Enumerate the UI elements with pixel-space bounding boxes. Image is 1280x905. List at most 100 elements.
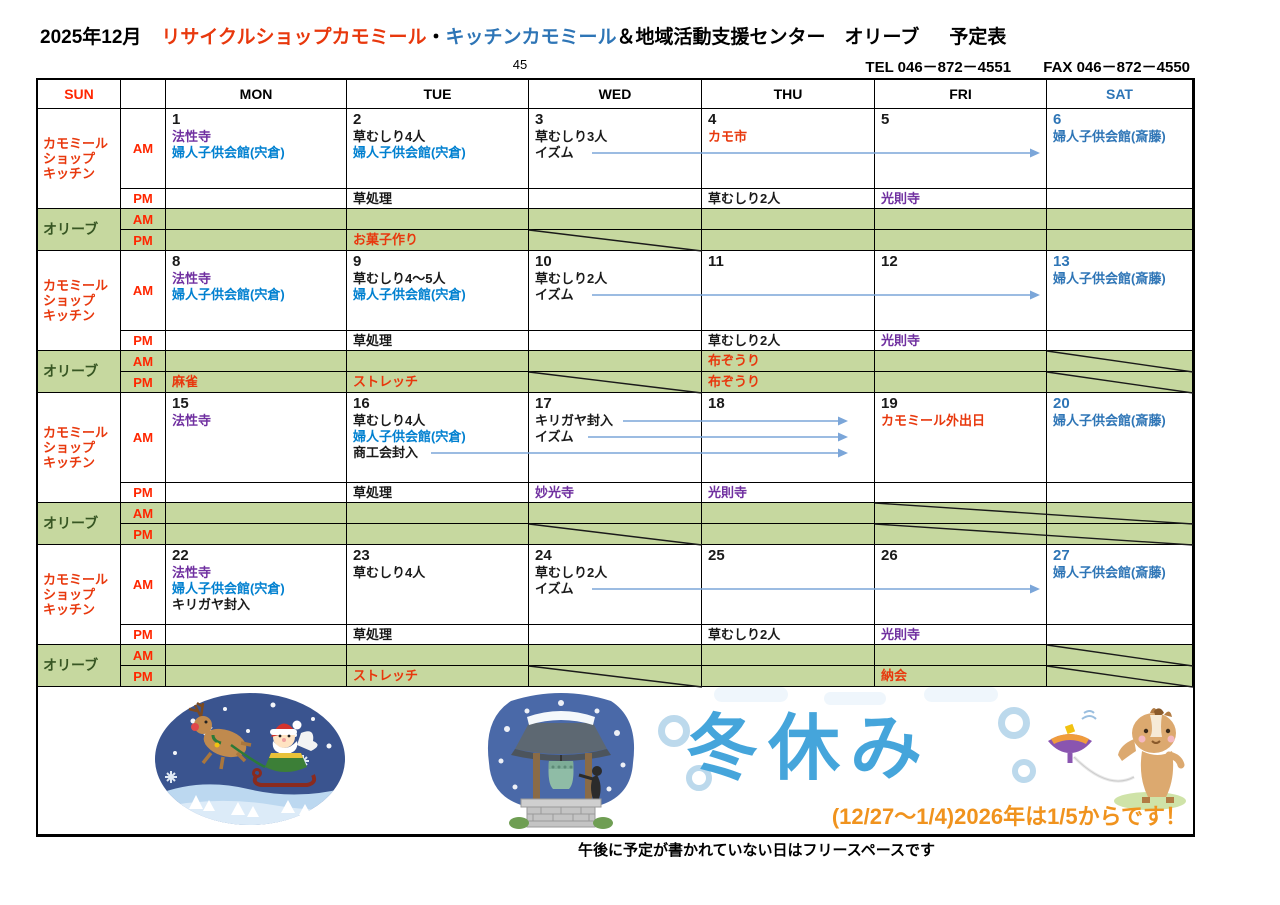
day-cell-am: 17 キリガヤ封入 イズム [529, 393, 702, 483]
temple-bell-illustration [481, 693, 641, 834]
weekday-header-mon: MON [166, 80, 347, 109]
day-cell-olive-pm [1047, 666, 1193, 687]
schedule-entry: 婦人子供会館(斎藤) [1053, 565, 1166, 580]
schedule-entry: 婦人子供会館(斎藤) [1053, 129, 1166, 144]
day-cell-olive-am [347, 645, 529, 666]
schedule-entry: 法性寺 [172, 413, 212, 428]
schedule-entry: イズム [535, 581, 574, 596]
day-cell-olive-am [166, 351, 347, 372]
period-label-am: AM [121, 109, 166, 189]
day-number: 11 [708, 253, 724, 270]
day-cell-am: 5 [875, 109, 1047, 189]
day-cell-am: 3 草むしり3人 イズム [529, 109, 702, 189]
day-cell-olive-pm: ストレッチ [347, 372, 529, 393]
day-cell-am: 23 草むしり4人 [347, 545, 529, 625]
day-number: 16 [353, 395, 370, 412]
period-label-pm: PM [121, 189, 166, 209]
schedule-entry: ストレッチ [353, 668, 419, 683]
day-number: 17 [535, 395, 552, 412]
schedule-entry: イズム [535, 287, 574, 302]
fax-number: FAX 046－872－4550 [1043, 59, 1190, 76]
schedule-entry: 法性寺 [172, 271, 212, 286]
day-cell-olive-pm [875, 372, 1047, 393]
day-cell-am: 26 [875, 545, 1047, 625]
day-cell-pm: 光則寺 [875, 625, 1047, 645]
day-cell-pm: 草むしり2人 [702, 331, 875, 351]
weekday-header-tue: TUE [347, 80, 529, 109]
day-cell-pm: 草むしり2人 [702, 625, 875, 645]
weekday-header-sat: SAT [1047, 80, 1193, 109]
day-number: 22 [172, 547, 189, 564]
day-cell-olive-am [347, 209, 529, 230]
day-cell-pm [1047, 625, 1193, 645]
period-label-olive-pm: PM [121, 666, 166, 687]
day-cell-olive-pm [1047, 372, 1193, 393]
day-number: 3 [535, 111, 544, 128]
spinning-top-and-horse-illustration [1038, 699, 1190, 816]
day-cell-am: 13 婦人子供会館(斎藤) [1047, 251, 1193, 331]
day-cell-olive-am [702, 503, 875, 524]
page-number: 45 [512, 57, 528, 72]
period-label-olive-pm: PM [121, 524, 166, 545]
schedule-entry: 草むしり4～5人 [353, 271, 446, 286]
day-cell-am: 6 婦人子供会館(斎藤) [1047, 109, 1193, 189]
row-group-label-chamomile: カモミール ショップ キッチン [38, 393, 121, 503]
santa-sleigh-illustration [153, 691, 348, 834]
row-group-label-olive: オリーブ [38, 645, 121, 687]
schedule-entry: 光則寺 [881, 333, 921, 348]
schedule-entry: 草むしり2人 [708, 333, 781, 348]
schedule-entry: カモ市 [708, 129, 748, 144]
row-group-label-olive: オリーブ [38, 209, 121, 251]
day-cell-olive-am [166, 645, 347, 666]
title-dot: ・ [426, 27, 446, 48]
schedule-entry: キリガヤ封入 [172, 597, 251, 612]
day-cell-pm: 光則寺 [875, 331, 1047, 351]
day-cell-pm [875, 483, 1047, 503]
day-cell-pm [166, 189, 347, 209]
schedule-entry: 婦人子供会館(宍倉) [353, 287, 466, 302]
day-cell-olive-am [702, 209, 875, 230]
day-cell-olive-pm [702, 666, 875, 687]
day-number: 2 [353, 111, 362, 128]
day-cell-olive-pm [166, 524, 347, 545]
day-cell-olive-am [529, 209, 702, 230]
day-cell-olive-am [1047, 503, 1193, 524]
day-cell-pm [1047, 331, 1193, 351]
day-cell-pm [1047, 483, 1193, 503]
day-cell-olive-pm [166, 666, 347, 687]
schedule-entry: 草むしり3人 [535, 129, 608, 144]
day-number: 9 [353, 253, 362, 270]
day-cell-am: 27 婦人子供会館(斎藤) [1047, 545, 1193, 625]
period-label-olive-pm: PM [121, 372, 166, 393]
day-cell-olive-pm: 納会 [875, 666, 1047, 687]
day-number: 6 [1053, 111, 1062, 128]
weekday-header-period [121, 80, 166, 109]
schedule-entry: 婦人子供会館(宍倉) [172, 581, 285, 596]
day-cell-olive-am [347, 351, 529, 372]
day-cell-am: 18 [702, 393, 875, 483]
day-cell-olive-am [1047, 645, 1193, 666]
schedule-entry: キリガヤ封入 [535, 413, 614, 428]
weekday-header-wed: WED [529, 80, 702, 109]
day-cell-olive-am [347, 503, 529, 524]
day-cell-pm [529, 625, 702, 645]
day-number: 12 [881, 253, 898, 270]
schedule-entry: 光則寺 [881, 627, 921, 642]
schedule-entry: 草処理 [353, 191, 393, 206]
row-group-label-chamomile: カモミール ショップ キッチン [38, 251, 121, 351]
day-cell-olive-am [166, 209, 347, 230]
day-cell-olive-pm [529, 230, 702, 251]
schedule-entry: 草処理 [353, 485, 393, 500]
schedule-entry: 草むしり4人 [353, 565, 426, 580]
schedule-entry: 法性寺 [172, 129, 212, 144]
day-cell-am: 19 カモミール外出日 [875, 393, 1047, 483]
day-cell-olive-pm [702, 524, 875, 545]
day-number: 20 [1053, 395, 1070, 412]
schedule-entry: 妙光寺 [535, 485, 575, 500]
period-label-am: AM [121, 545, 166, 625]
weekday-header-sun: SUN [38, 80, 121, 109]
day-cell-olive-am [529, 645, 702, 666]
period-label-olive-am: AM [121, 209, 166, 230]
day-cell-pm [166, 483, 347, 503]
day-number: 26 [881, 547, 898, 564]
